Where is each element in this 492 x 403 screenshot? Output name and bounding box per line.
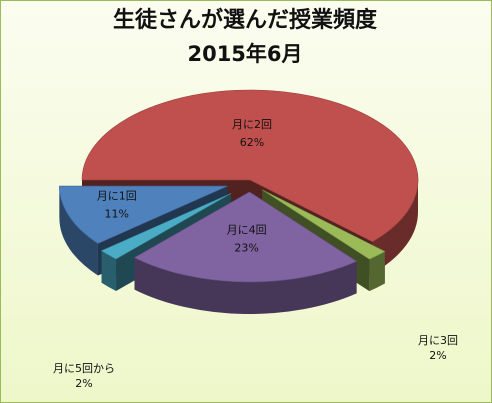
slice-4-wall [101, 193, 232, 283]
slice-2-rim [369, 251, 385, 292]
slice-label: 月に1回 [97, 189, 137, 202]
slice-label: 月に4回 [227, 223, 267, 236]
slice-value-label: 2% [75, 377, 92, 390]
slice-4-top [100, 193, 232, 260]
slice-value-label: 23% [234, 241, 258, 254]
slice-1-top [81, 89, 419, 242]
slice-1-rim [372, 180, 418, 274]
slice-5-top [59, 185, 228, 244]
slice-3-top [133, 191, 358, 283]
slice-value-label: 62% [240, 136, 264, 149]
chart-subtitle: 2015年6月 [187, 42, 303, 66]
slice-value-label: 11% [105, 207, 129, 220]
chart-title: 生徒さんが選んだ授業頻度 [112, 8, 377, 33]
slice-4-rim [101, 250, 117, 291]
slice-3 [133, 191, 358, 314]
slice-2-top [262, 189, 386, 260]
slice-label: 月に2回 [232, 118, 272, 131]
slice-label: 月に5回から [53, 362, 115, 375]
slice-3-rim [134, 257, 357, 314]
slice-value-label: 2% [429, 349, 446, 362]
slice-5-rim [59, 186, 98, 276]
slice-label: 月に3回 [418, 334, 458, 347]
